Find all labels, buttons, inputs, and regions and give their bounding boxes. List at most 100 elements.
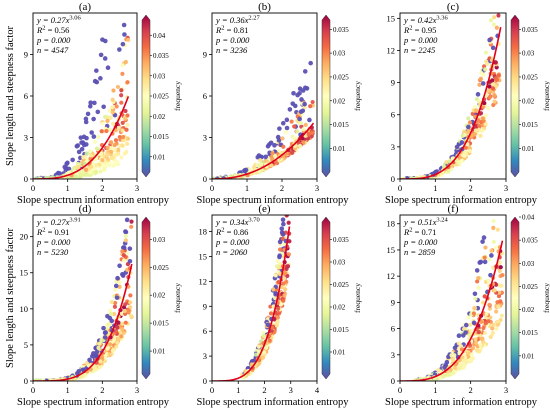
colorbar-tick-label: 0.025 (333, 281, 349, 289)
x-tick-label: 2 (469, 385, 473, 395)
y-tick-label: 9 (391, 78, 395, 88)
scatter-point (490, 326, 495, 331)
scatter-point (94, 349, 100, 355)
scatter-point (483, 245, 488, 250)
colorbar-tick-label: 0.02 (333, 97, 346, 105)
colorbar-tick-label: 0.01 (153, 348, 166, 356)
scatter-point (500, 273, 505, 278)
r-squared-symbol: R (215, 25, 222, 35)
scatter-point (121, 253, 126, 258)
scatter-point (108, 140, 114, 145)
scatter-point (275, 319, 280, 324)
y-tick-label: 9 (391, 297, 395, 307)
y-tick-label: 6 (203, 326, 207, 336)
scatter-point (303, 122, 308, 127)
scatter-point (272, 143, 277, 148)
panel-label: (d) (79, 203, 92, 215)
scatter-point (454, 144, 460, 150)
scatter-point (121, 22, 127, 28)
r-squared-value: = 0.86 (224, 227, 248, 237)
scatter-point (472, 104, 477, 110)
colorbar-tick-label: 0.025 (153, 264, 169, 272)
scatter-point (483, 330, 488, 336)
y-tick-label: 3 (24, 133, 28, 143)
scatter-point (456, 333, 462, 339)
scatter-point (273, 273, 278, 278)
scatter-point (268, 311, 274, 316)
r-squared: R2 = 0.91 (36, 227, 69, 238)
scatter-point (471, 311, 477, 316)
scatter-point (287, 239, 292, 244)
scatter-point (122, 32, 127, 37)
scatter-point (129, 224, 134, 229)
scatter-point (126, 308, 131, 313)
axes-frame (32, 214, 138, 382)
scatter-point (91, 116, 96, 122)
fit-equation: y = 0.42x3.36 (403, 15, 449, 26)
colorbar-tick-label: 0.035 (153, 52, 169, 60)
scatter-point (274, 322, 279, 328)
scatter-point (466, 354, 471, 360)
scatter-point (105, 118, 110, 123)
scatter-point (487, 37, 492, 43)
scatter-point (93, 169, 99, 174)
scatter-point (271, 287, 276, 292)
scatter-point (98, 169, 103, 174)
scatter-point (490, 78, 495, 83)
fit-equation-base: y = 0.51x (403, 217, 437, 227)
scatter-point (98, 364, 103, 369)
scatter-point (310, 99, 315, 105)
scatter-point (129, 219, 134, 224)
scatter-point (85, 111, 91, 117)
x-tick-label: 1 (433, 385, 437, 395)
scatter-point (256, 344, 261, 349)
scatter-point (255, 163, 260, 168)
r-squared-symbol: R (403, 25, 410, 35)
scatter-point (117, 280, 122, 285)
scatter-point (113, 152, 119, 157)
scatter-point (123, 238, 129, 243)
x-tick-label: 0 (31, 183, 35, 193)
colorbar-tick-label: 0.01 (522, 352, 535, 360)
scatter-point (110, 348, 116, 353)
scatter-point (462, 326, 467, 332)
fit-equation: y = 0.27x3.91 (36, 217, 81, 228)
scatter-point (128, 300, 133, 305)
scatter-point (301, 127, 306, 132)
scatter-point (112, 304, 118, 309)
sample-count: n = 2060 (216, 247, 248, 257)
scatter-point (466, 129, 471, 134)
scatter-point (87, 104, 93, 109)
colorbar: 0.01 0.015 0.02 0.025 0.03 0.035 frequency (510, 14, 550, 178)
scatter-point (472, 291, 478, 297)
scatter-point (57, 171, 62, 176)
panel-label: (b) (258, 1, 271, 13)
scatter-point (113, 329, 119, 334)
scatter-point (267, 142, 272, 147)
scatter-point (100, 121, 106, 126)
x-tick-label: 1 (66, 183, 70, 193)
scatter-point (490, 331, 495, 336)
scatter-point (101, 104, 106, 110)
fit-curve (212, 122, 315, 179)
scatter-point (498, 265, 503, 270)
scatter-point (492, 288, 497, 293)
colorbar-tick-label: 0.03 (522, 260, 535, 268)
scatter-point (127, 258, 133, 264)
scatter-point (291, 91, 296, 96)
scatter-point (75, 161, 80, 167)
colorbar-tick-label: 0.015 (333, 121, 349, 129)
scatter-point (280, 136, 285, 141)
colorbar-scale (510, 216, 520, 380)
scatter-points (212, 60, 315, 179)
x-axis-label: Slope spectrum information entropy (385, 195, 538, 206)
scatter-point (490, 86, 496, 91)
r-squared-sup: 2 (42, 227, 45, 234)
r-squared-value: = 0.56 (45, 25, 69, 35)
x-tick-label: 1 (236, 385, 240, 395)
scatter-point (456, 341, 461, 346)
scatter-point (280, 232, 286, 237)
scatter-point (87, 357, 92, 363)
panel-label: (a) (79, 1, 92, 13)
colorbar-tick-label: 0.015 (522, 121, 538, 129)
